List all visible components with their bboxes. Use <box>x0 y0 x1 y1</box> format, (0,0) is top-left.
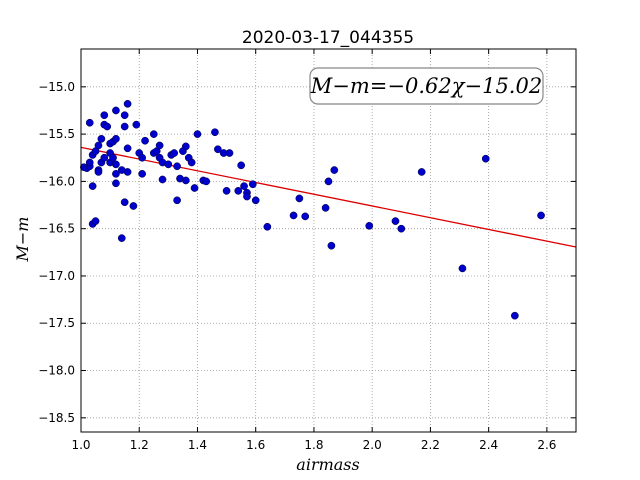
data-point <box>100 111 109 120</box>
data-point <box>225 149 234 157</box>
grid-lines <box>80 49 576 432</box>
y-tick-label: −18.5 <box>38 411 75 425</box>
data-point <box>193 130 202 138</box>
equation-box: M−m=−0.62χ−15.02 <box>309 67 544 105</box>
data-point <box>391 217 400 225</box>
fit-layer <box>80 146 577 248</box>
data-point <box>537 211 545 220</box>
y-tick-label: −17.0 <box>38 269 75 283</box>
data-point <box>173 162 181 171</box>
data-point <box>88 182 97 190</box>
data-point <box>158 175 167 184</box>
data-point <box>138 169 146 178</box>
data-point <box>251 196 260 205</box>
data-point <box>123 144 132 153</box>
data-point <box>85 158 94 167</box>
data-point <box>237 161 245 170</box>
y-tick-label: −18.0 <box>38 364 75 378</box>
y-tick-label: −15.5 <box>38 127 75 141</box>
data-point <box>120 122 129 131</box>
data-point <box>112 179 120 188</box>
data-point <box>181 176 190 185</box>
data-point <box>112 169 120 178</box>
data-point <box>248 180 257 189</box>
y-tick-label: −16.0 <box>38 174 75 188</box>
data-point <box>94 168 103 176</box>
data-point <box>295 194 304 203</box>
x-tick-label: 2.6 <box>537 438 556 452</box>
y-tick-label: −15.0 <box>38 80 75 94</box>
data-point <box>112 134 120 143</box>
data-point <box>330 166 339 174</box>
data-point <box>155 141 164 150</box>
data-point <box>301 212 310 221</box>
data-point <box>214 145 222 154</box>
data-point <box>222 187 231 195</box>
data-point <box>123 168 132 176</box>
y-tick-label: −17.5 <box>38 316 75 330</box>
y-tick-label: −16.5 <box>38 222 75 236</box>
chart-title: 2020-03-17_044355 <box>242 28 414 48</box>
data-point <box>181 142 190 151</box>
plot-frame <box>80 48 577 433</box>
data-point <box>123 99 132 108</box>
data-point <box>211 128 219 137</box>
equation-box-frame <box>309 67 544 105</box>
data-point <box>234 187 243 195</box>
tick-marks <box>80 49 576 432</box>
data-point <box>511 311 519 320</box>
data-point <box>120 111 129 120</box>
tick-labels: 1.0 1.2 1.4 1.6 1.8 2.0 2.2 2.4 2.6 −15.0 −15.5 −16… <box>38 80 556 452</box>
data-point <box>132 120 141 129</box>
fit-line <box>80 146 577 248</box>
data-point <box>94 141 103 150</box>
data-point <box>321 204 330 212</box>
data-point <box>109 153 117 162</box>
x-tick-label: 1.6 <box>246 438 265 452</box>
x-tick-label: 2.0 <box>363 438 382 452</box>
data-point <box>120 198 129 207</box>
data-point <box>129 202 138 210</box>
x-tick-label: 1.2 <box>130 438 149 452</box>
data-point <box>187 158 196 167</box>
data-point <box>190 184 199 192</box>
data-point <box>97 134 106 143</box>
data-point <box>481 154 490 163</box>
data-point <box>327 241 336 250</box>
data-point <box>263 222 272 231</box>
data-point <box>458 264 467 273</box>
data-point <box>117 234 126 242</box>
x-axis-label: airmass <box>296 455 359 474</box>
data-point <box>417 168 426 176</box>
data-point <box>100 153 109 162</box>
data-point <box>324 177 333 186</box>
x-tick-label: 1.4 <box>188 438 207 452</box>
data-point <box>112 106 120 115</box>
data-point <box>240 182 248 190</box>
x-tick-label: 2.2 <box>421 438 440 452</box>
data-point <box>91 217 100 225</box>
data-point <box>149 130 158 138</box>
data-point <box>85 118 94 127</box>
data-point <box>397 224 406 233</box>
data-point <box>243 192 251 201</box>
x-tick-label: 2.4 <box>479 438 498 452</box>
y-axis-label: M−m <box>13 217 32 263</box>
data-point <box>170 149 179 157</box>
fit-equation: M−m=−0.62χ−15.02 <box>310 74 542 98</box>
data-point <box>141 136 149 145</box>
points-layer <box>80 99 545 320</box>
x-tick-label: 1.8 <box>304 438 323 452</box>
data-point <box>164 160 173 169</box>
x-tick-label: 1.0 <box>71 438 90 452</box>
data-point <box>202 177 211 186</box>
data-point <box>103 122 112 131</box>
data-point <box>112 160 120 169</box>
data-point <box>173 196 181 205</box>
data-point <box>365 221 374 230</box>
data-point <box>138 153 146 162</box>
data-point <box>289 211 298 220</box>
